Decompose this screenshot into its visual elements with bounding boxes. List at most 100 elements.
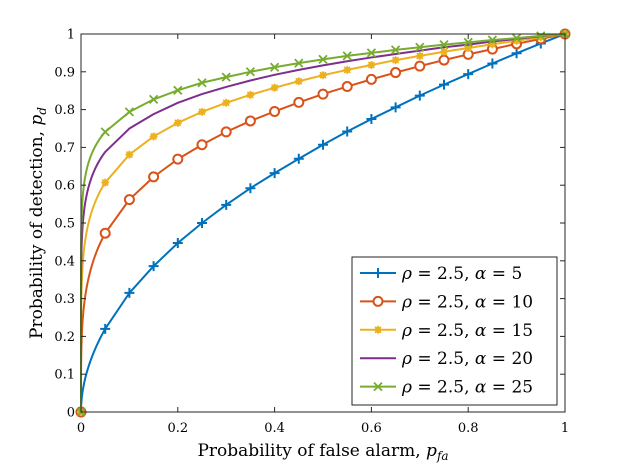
x-marker: [294, 58, 304, 68]
star-marker: [198, 107, 206, 116]
y-axis-label: Probability of detection, pd: [27, 107, 49, 339]
data-point: [373, 381, 383, 392]
data-point: [244, 115, 256, 127]
data-point: [415, 51, 424, 60]
plus-marker: [373, 268, 383, 278]
series-line: [80, 33, 566, 413]
x-tick-label: 0: [77, 421, 85, 436]
x-marker: [173, 85, 183, 95]
plus-marker: [439, 79, 449, 90]
data-point: [390, 45, 401, 55]
data-point: [245, 183, 256, 194]
y-tick-label: 0.2: [54, 330, 75, 345]
data-point: [439, 79, 449, 90]
plus-marker: [221, 199, 232, 210]
y-tick-label: 0.1: [54, 368, 75, 383]
y-tick-label: 0.4: [54, 254, 75, 269]
data-point: [366, 48, 377, 58]
plus-marker: [172, 238, 183, 249]
data-point: [269, 168, 280, 179]
data-point: [294, 58, 304, 68]
data-point: [390, 102, 401, 113]
plus-marker: [366, 114, 377, 125]
circle-marker: [99, 227, 111, 239]
x-axis-label: Probability of false alarm, pfa: [197, 441, 448, 463]
circle-marker: [244, 115, 256, 127]
star-marker: [149, 132, 158, 141]
x-tick-label: 0.4: [264, 421, 285, 436]
plus-marker: [293, 153, 304, 164]
star-marker: [488, 40, 497, 49]
y-tick-label: 0.6: [54, 179, 75, 194]
x-tick-label: 0.6: [361, 421, 382, 436]
x-marker: [415, 42, 425, 52]
legend-label: ρ = 2.5, α = 25: [401, 378, 533, 398]
plus-marker: [100, 323, 111, 334]
star-marker: [512, 36, 521, 45]
x-marker: [487, 35, 498, 45]
data-point: [319, 71, 327, 80]
y-tick-label: 0.8: [54, 103, 75, 118]
data-point: [148, 171, 160, 183]
data-point: [366, 114, 377, 125]
plus-marker: [197, 218, 207, 228]
star-marker: [222, 98, 231, 107]
x-marker: [318, 54, 328, 64]
data-point: [464, 43, 473, 52]
data-point: [198, 107, 206, 116]
data-point: [173, 118, 182, 127]
star-marker: [464, 43, 473, 52]
data-point: [511, 33, 522, 43]
data-point: [172, 238, 183, 249]
star-marker: [415, 51, 424, 60]
data-point: [221, 199, 232, 210]
plus-marker: [487, 58, 498, 69]
series-line: [80, 33, 566, 413]
circle-marker: [269, 105, 281, 117]
data-point: [293, 153, 304, 164]
data-point: [245, 67, 256, 77]
data-point: [439, 39, 449, 50]
star-marker: [173, 118, 182, 127]
plus-marker: [269, 168, 280, 179]
x-marker: [390, 45, 401, 55]
star-marker: [374, 325, 382, 334]
x-marker: [342, 51, 352, 61]
circle-marker: [220, 126, 232, 138]
data-point: [100, 323, 111, 334]
star-marker: [391, 56, 400, 65]
y-tick-label: 0.7: [54, 141, 75, 156]
circle-marker: [414, 60, 426, 72]
x-marker: [245, 67, 256, 77]
data-point: [390, 67, 402, 79]
plus-marker: [342, 126, 353, 137]
data-point: [149, 132, 158, 141]
data-point: [342, 126, 353, 137]
legend-entry-1: ρ = 2.5, α = 5: [360, 264, 522, 284]
data-point: [123, 194, 135, 206]
data-point: [374, 325, 382, 334]
data-point: [100, 127, 110, 137]
legend: ρ = 2.5, α = 5 ρ = 2.5, α = 10 ρ = 2.5, α …: [351, 256, 558, 406]
data-point: [463, 37, 473, 47]
star-marker: [440, 47, 448, 56]
star-marker: [125, 150, 134, 159]
x-marker: [148, 94, 159, 105]
data-point: [414, 90, 425, 101]
legend-label: ρ = 2.5, α = 5: [401, 264, 522, 284]
data-point: [172, 153, 184, 165]
x-marker: [124, 107, 135, 117]
data-point: [487, 58, 498, 69]
y-tick-label: 0.5: [54, 217, 75, 232]
x-tick-label: 1: [561, 421, 569, 436]
legend-box: [351, 256, 558, 406]
legend-entry-3: ρ = 2.5, α = 15: [360, 321, 533, 341]
x-marker: [511, 33, 522, 43]
axes: 0 0.2 0.4 0.6 0.8 1 0 0.1 0.2 0.3 0.4 0.5 0.6 0.7 0.8 0…: [27, 28, 569, 464]
circle-marker: [148, 171, 160, 183]
x-tick-label: 0.2: [167, 421, 188, 436]
circle-marker: [390, 67, 402, 79]
plus-marker: [245, 183, 256, 194]
